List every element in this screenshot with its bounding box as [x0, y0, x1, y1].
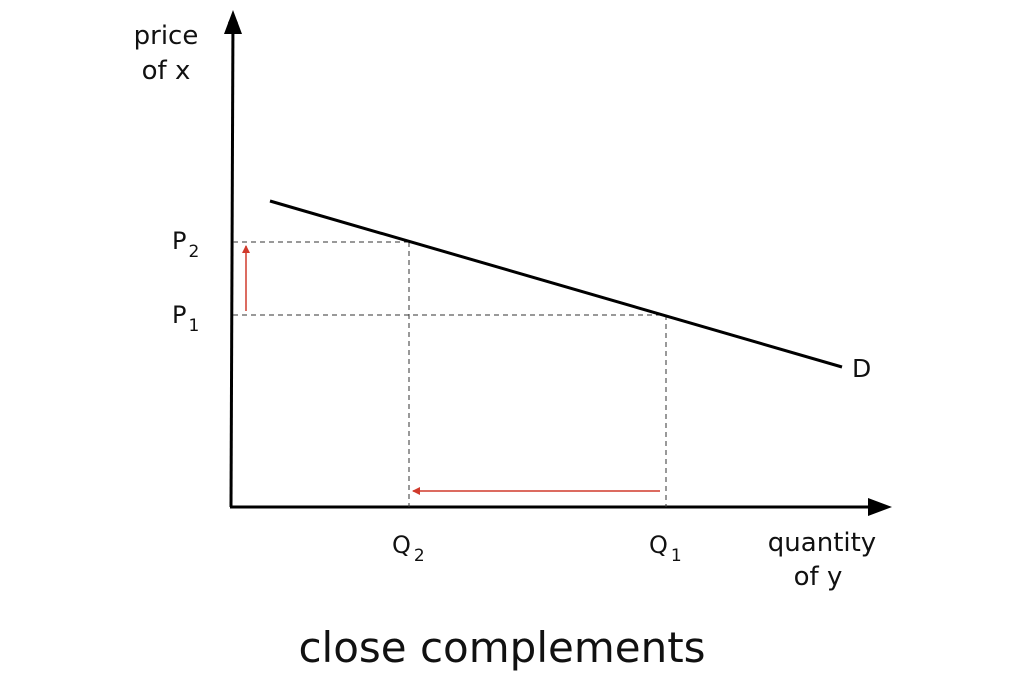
- curve-label: D: [852, 354, 871, 383]
- x-axis-label: quantity: [768, 528, 876, 558]
- price-subscript: 1: [188, 316, 199, 336]
- quantity-subscript: 1: [671, 546, 682, 566]
- y-axis-label: of x: [142, 56, 191, 86]
- quantity-subscript: 2: [414, 546, 425, 566]
- caption: close complements: [298, 623, 705, 672]
- x-axis-arrow: [868, 498, 892, 516]
- price-letter: P: [172, 301, 186, 329]
- price-subscript: 2: [188, 242, 199, 262]
- y-axis-label: price: [134, 21, 199, 51]
- y-axis-arrow: [224, 10, 242, 34]
- price-letter: P: [172, 227, 186, 255]
- y-axis: [227, 13, 238, 508]
- demand-curve: [269, 199, 843, 369]
- quantity-letter: Q: [392, 531, 411, 559]
- quantity-letter: Q: [649, 531, 668, 559]
- x-axis-label: of y: [794, 562, 843, 592]
